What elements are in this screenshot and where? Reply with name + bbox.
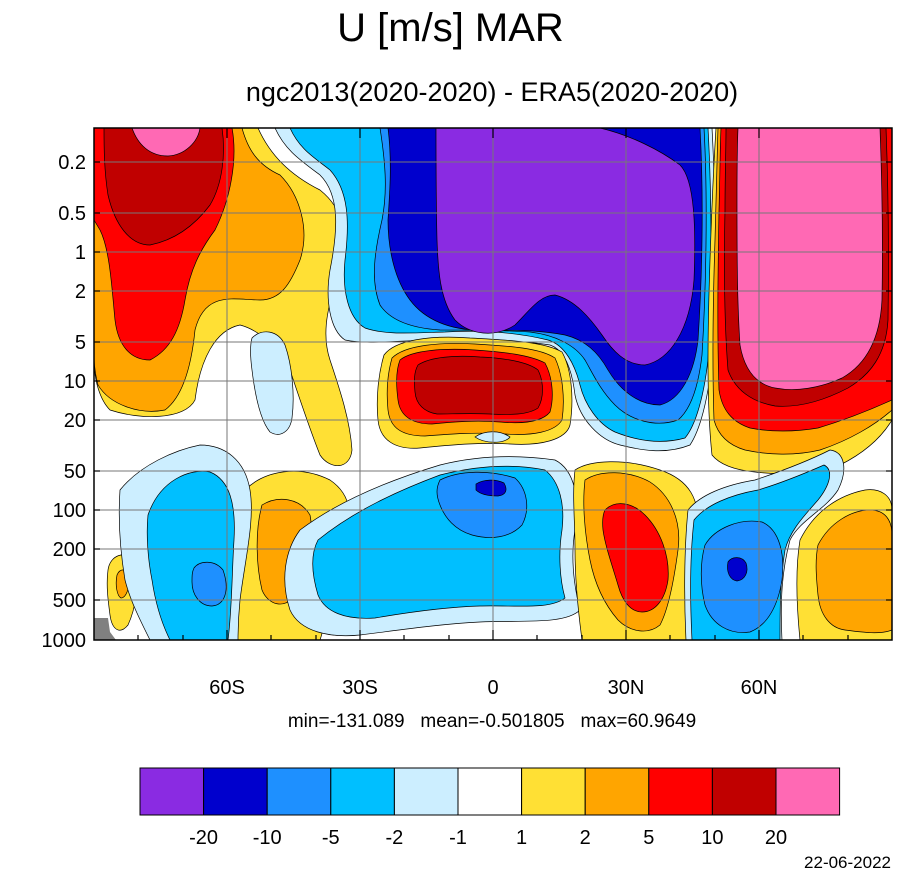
- y-tick-label: 20: [64, 410, 86, 432]
- contour-trop-purple: [435, 128, 696, 366]
- colorbar-swatch: [266, 767, 332, 816]
- y-tick-label: 1000: [42, 630, 87, 652]
- colorbar-label: 2: [580, 827, 591, 849]
- contour-nh-subtrop-red: [602, 503, 669, 613]
- contour-nh-mid-navy: [727, 557, 748, 582]
- contour-sh-jet-darkred: [103, 128, 224, 246]
- colorbar-swatch: [203, 767, 268, 816]
- contour-nh-low-orange: [815, 509, 892, 634]
- colorbar-swatch: [139, 767, 205, 816]
- colorbar-label: -1: [449, 827, 467, 849]
- y-tick-label: 200: [53, 539, 86, 561]
- stat-mean: mean=-0.501805: [420, 711, 565, 732]
- y-tick-label: 0.2: [58, 152, 86, 174]
- colorbar-swatch: [330, 767, 395, 816]
- colorbar-swatch: [393, 767, 459, 816]
- colorbar-swatch: [648, 767, 713, 816]
- colorbar-swatch: [521, 767, 586, 816]
- y-tick-label: 100: [53, 500, 86, 522]
- colorbar: -20 -10 -5 -2 -1 1 2 5 10 20: [139, 767, 841, 849]
- chart-subtitle: ngc2013(2020-2020) - ERA5(2020-2020): [245, 77, 739, 107]
- x-tick-label: 0: [487, 677, 498, 699]
- y-tick-label: 10: [64, 371, 86, 393]
- contour-nh-vortex-pink: [736, 128, 883, 390]
- colorbar-swatch: [584, 767, 650, 816]
- y-tick-label: 50: [64, 461, 86, 483]
- contour-eq-low-navy: [475, 479, 507, 497]
- grid-lines: [94, 128, 892, 640]
- y-tick-marks: [94, 161, 892, 601]
- colorbar-label: -2: [386, 827, 404, 849]
- orography-mask: [94, 618, 116, 640]
- x-tick-label: 60S: [209, 677, 245, 699]
- contour-sh-strat-lightblue: [250, 331, 294, 435]
- colorbar-label: -10: [253, 827, 282, 849]
- colorbar-label: -20: [189, 827, 218, 849]
- colorbar-swatch: [711, 767, 777, 816]
- contour-sh-jet-pink: [131, 128, 201, 157]
- x-tick-marks: [137, 128, 849, 640]
- y-tick-label: 0.5: [58, 203, 86, 225]
- colorbar-swatch: [457, 767, 523, 816]
- contour-trop10-darkred: [414, 355, 543, 415]
- stat-min: min=-131.089: [287, 711, 405, 732]
- y-tick-label: 500: [53, 590, 86, 612]
- x-tick-labels: 60S 30S 0 30N 60N: [209, 677, 777, 699]
- y-tick-label: 5: [75, 332, 86, 354]
- y-tick-labels: 0.2 0.5 1 2 5 10 20 50 100 200 500 1000: [42, 152, 87, 652]
- colorbar-label: -5: [322, 827, 340, 849]
- colorbar-label: 1: [516, 827, 527, 849]
- colorbar-label: 20: [765, 827, 787, 849]
- contour-sh-low-cyan: [146, 470, 235, 640]
- stat-max: max=60.9649: [580, 711, 697, 732]
- x-tick-label: 30N: [608, 677, 645, 699]
- x-tick-label: 60N: [741, 677, 778, 699]
- contour-sh-low-blue: [191, 561, 227, 607]
- colorbar-label: 10: [701, 827, 723, 849]
- chart-title: U [m/s] MAR: [337, 6, 564, 50]
- colorbar-swatch: [775, 767, 841, 816]
- date-stamp: 22-06-2022: [804, 853, 891, 872]
- colorbar-label: 5: [643, 827, 654, 849]
- x-tick-label: 30S: [342, 677, 378, 699]
- stats-line: min=-131.089 mean=-0.501805 max=60.9649: [0, 710, 901, 734]
- y-tick-label: 1: [75, 242, 86, 264]
- y-tick-label: 2: [75, 281, 86, 303]
